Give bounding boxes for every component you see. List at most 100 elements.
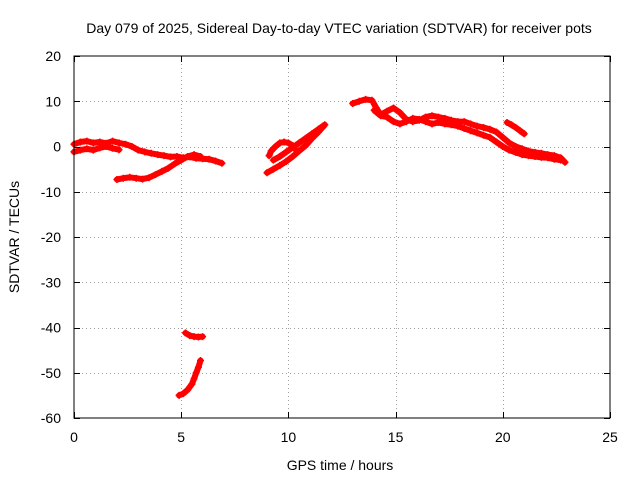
data-point (415, 115, 423, 123)
data-point (152, 171, 159, 179)
data-point (134, 146, 142, 154)
data-point (76, 138, 84, 146)
data-point (175, 391, 183, 399)
data-point (512, 124, 520, 131)
data-point (422, 118, 430, 126)
y-axis-label: SDTVAR / TECUs (6, 181, 22, 293)
data-point (447, 121, 455, 129)
data-point (302, 134, 310, 142)
grid-layer (74, 56, 610, 418)
y-tick-label: -50 (41, 365, 61, 381)
series-track-high-lower-14to23h (370, 106, 565, 164)
data-point (368, 96, 376, 104)
data-point (454, 122, 462, 130)
data-point (269, 156, 277, 164)
data-point (128, 143, 136, 150)
data-point (467, 127, 475, 135)
data-point (282, 157, 290, 165)
data-point (525, 152, 532, 160)
tick-layer: 0 5 10 15 20 25 -60 -50 -40 -30 -20 -10 0 10 20 (41, 48, 618, 445)
data-point (435, 119, 442, 126)
data-point (557, 156, 565, 164)
data-point (190, 375, 198, 383)
data-point (188, 380, 196, 388)
x-tick-label: 20 (495, 429, 511, 445)
y-tick-label: -60 (41, 410, 61, 426)
data-point (190, 151, 198, 159)
data-point (295, 139, 303, 147)
data-point (269, 165, 277, 173)
data-point (473, 129, 481, 137)
data-point (76, 146, 84, 154)
data-point (276, 139, 284, 147)
series-track-rising-2to6h (113, 151, 204, 183)
data-point (122, 140, 129, 148)
data-point (441, 120, 449, 128)
y-tick-label: -10 (41, 184, 61, 200)
data-point (192, 369, 200, 377)
data-point (177, 156, 185, 164)
data-point (409, 114, 417, 122)
data-point (113, 176, 121, 183)
data-point (428, 120, 436, 128)
data-point (492, 138, 500, 146)
data-point (115, 146, 123, 154)
data-point (480, 124, 487, 131)
data-point (486, 125, 494, 133)
data-point (145, 174, 153, 182)
data-point (396, 109, 404, 117)
data-point (197, 357, 204, 364)
data-point (284, 139, 292, 147)
data-point (263, 169, 271, 177)
data-point (520, 130, 528, 138)
data-point (362, 95, 370, 103)
data-point (492, 128, 500, 136)
data-point (164, 164, 172, 172)
data-point (282, 148, 290, 156)
data-point (503, 119, 511, 126)
data-point (302, 142, 310, 150)
data-point (308, 130, 316, 138)
data-point (199, 333, 207, 341)
data-point (428, 112, 436, 120)
data-point (186, 332, 194, 340)
data-point (473, 122, 481, 130)
data-point (390, 104, 397, 112)
data-point (507, 121, 515, 129)
data-point (109, 137, 117, 145)
data-point (516, 127, 524, 135)
data-point (518, 151, 526, 159)
data-point (505, 146, 513, 154)
series-track-steep-5to6h (175, 357, 204, 399)
data-point (218, 159, 226, 167)
series-track-mid-10to12h (269, 122, 327, 164)
data-point (83, 145, 91, 153)
data-point (349, 100, 357, 107)
data-point (314, 125, 322, 133)
data-point (109, 144, 117, 152)
data-point (512, 143, 520, 150)
data-point (212, 157, 219, 165)
data-point (355, 97, 363, 105)
data-point (267, 147, 275, 155)
data-point (499, 143, 507, 150)
data-point (194, 363, 202, 371)
data-point (537, 153, 545, 161)
data-point (512, 148, 520, 156)
data-point (383, 113, 391, 121)
y-tick-label: 0 (53, 139, 61, 155)
y-tick-label: -40 (41, 320, 61, 336)
data-point (184, 153, 192, 160)
data-point (550, 155, 558, 163)
data-point (396, 120, 404, 128)
data-point (179, 390, 187, 398)
data-point (276, 162, 284, 169)
data-point (531, 153, 539, 160)
data-point (289, 143, 297, 151)
data-point (265, 152, 273, 160)
data-point (480, 131, 487, 139)
y-tick-label: 10 (45, 93, 61, 109)
data-point (96, 144, 104, 152)
x-tick-label: 0 (70, 429, 78, 445)
data-point (295, 147, 303, 155)
